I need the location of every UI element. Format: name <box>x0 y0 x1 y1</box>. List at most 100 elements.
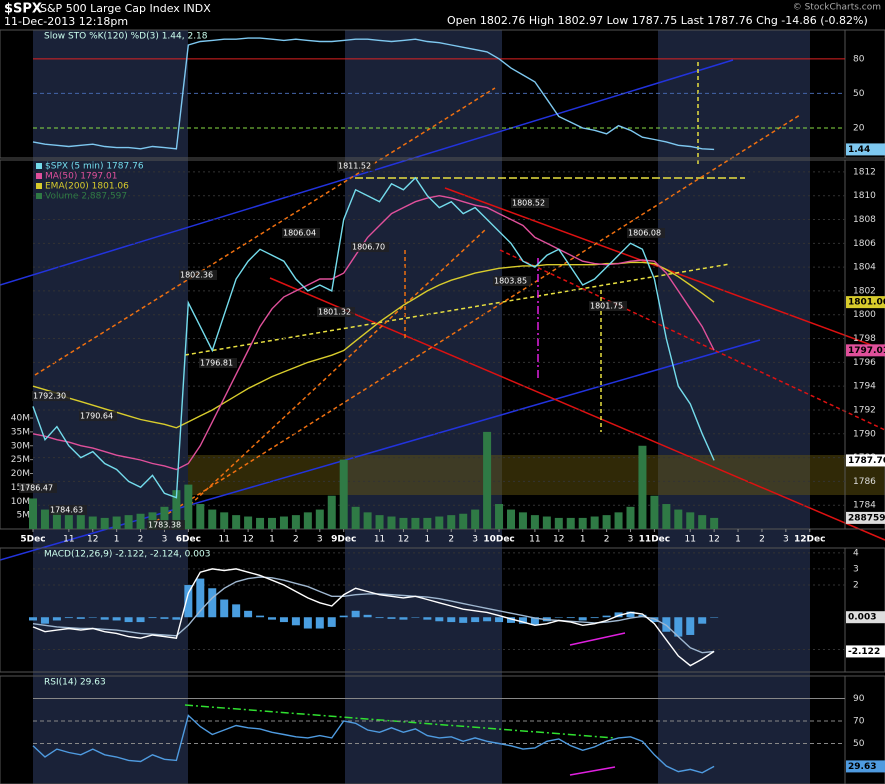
bar <box>52 512 61 529</box>
bar <box>315 617 324 629</box>
annotation-box <box>32 391 70 401</box>
bar <box>578 517 587 529</box>
x-tick-label: 2 <box>759 535 765 545</box>
series-line <box>32 714 715 774</box>
x-tick-label: 2 <box>138 535 144 545</box>
x-tick-label: 3 <box>628 535 634 545</box>
bar <box>507 617 515 623</box>
legend-swatch <box>36 183 42 189</box>
bar <box>375 515 384 529</box>
bar <box>566 517 575 529</box>
index-name: S&P 500 Large Cap Index INDX <box>40 2 211 15</box>
panel-frame <box>0 675 885 784</box>
bar <box>495 504 504 529</box>
bar <box>507 509 515 529</box>
series-line <box>32 176 715 499</box>
x-tick-label: 3 <box>162 535 168 545</box>
bar <box>495 617 504 623</box>
bar <box>435 516 444 529</box>
bar <box>351 610 360 618</box>
bar <box>530 617 539 625</box>
bar <box>208 509 217 529</box>
value-tag: -2.122 <box>848 647 880 657</box>
x-tick-label: 11 <box>685 535 696 545</box>
bar <box>327 617 336 627</box>
bar <box>303 617 312 629</box>
annotation: 1806.08 <box>628 229 661 238</box>
value-tag-box <box>846 645 885 658</box>
x-tick-label: 12 <box>708 535 719 545</box>
y-tick-label: 2 <box>853 581 859 591</box>
bar <box>686 617 695 635</box>
panel-frame <box>0 547 885 673</box>
bar <box>530 515 539 529</box>
legend-swatch <box>36 193 42 199</box>
bar <box>459 513 468 529</box>
copyright: © StockCharts.com <box>793 3 881 13</box>
y-tick-label: 1810 <box>853 191 876 201</box>
y-tick-label: 1794 <box>853 382 876 392</box>
bar <box>339 615 348 618</box>
y-tick-label: 1808 <box>853 215 876 225</box>
support-zone <box>188 455 885 495</box>
x-tick-label: 6Dec <box>176 535 201 545</box>
bar <box>112 516 121 529</box>
y-tick-label: 1786 <box>853 477 876 487</box>
y-tick-label: 70 <box>853 717 865 727</box>
y-tick-label: 1796 <box>853 358 876 368</box>
x-tick-label: 1 <box>269 535 275 545</box>
bar <box>244 516 253 529</box>
bar <box>710 617 719 618</box>
x-tick-label: 11 <box>374 535 385 545</box>
bar <box>399 517 408 529</box>
bar <box>578 617 587 621</box>
bar <box>447 515 456 529</box>
bar <box>411 517 420 529</box>
series-line <box>32 37 715 151</box>
value-tag: 2887597 <box>848 513 885 523</box>
x-tick-label: 11 <box>529 535 540 545</box>
bar <box>614 512 623 529</box>
value-tag-box <box>846 296 885 309</box>
annotation-box <box>49 505 87 515</box>
x-tick-label: 1 <box>424 535 430 545</box>
annotation-box <box>627 228 665 238</box>
y-tick-label: 20 <box>853 124 865 134</box>
x-tick-label: 1 <box>735 535 741 545</box>
value-tag-box <box>846 511 885 524</box>
x-tick-label: 3 <box>317 535 323 545</box>
bar <box>554 517 563 529</box>
bar <box>88 617 97 618</box>
legend-label: Volume 2,887,597 <box>45 192 127 202</box>
bar <box>315 509 324 529</box>
bar <box>268 517 276 529</box>
panel-frame <box>0 29 885 159</box>
bar <box>29 617 37 621</box>
series-line <box>32 194 715 471</box>
bar <box>303 512 312 529</box>
annotation-box <box>493 276 531 286</box>
bar <box>686 512 695 529</box>
bar <box>674 617 683 637</box>
y2-tick-label: 10M <box>11 497 30 507</box>
bar <box>471 617 480 623</box>
annotation-box <box>351 242 389 252</box>
y-tick-label: 1802 <box>853 286 876 296</box>
bar <box>435 617 444 622</box>
panel-title: Slow STO %K(120) %D(3) 1.44, 2.18 <box>44 32 208 42</box>
bar <box>291 515 300 529</box>
bar <box>602 615 611 618</box>
x-tick-label: 12 <box>398 535 409 545</box>
bar <box>256 615 265 618</box>
annotation-box <box>19 483 57 493</box>
bar <box>279 617 288 623</box>
bar <box>148 617 157 619</box>
bar <box>459 617 468 623</box>
value-tag-box <box>846 760 885 773</box>
annotation: 1783.38 <box>148 521 181 530</box>
y-tick-label: 1806 <box>853 239 876 249</box>
legend-label: MA(50) 1797.01 <box>45 172 117 182</box>
bar <box>626 611 635 618</box>
y2-tick-label: 20M <box>11 469 30 479</box>
